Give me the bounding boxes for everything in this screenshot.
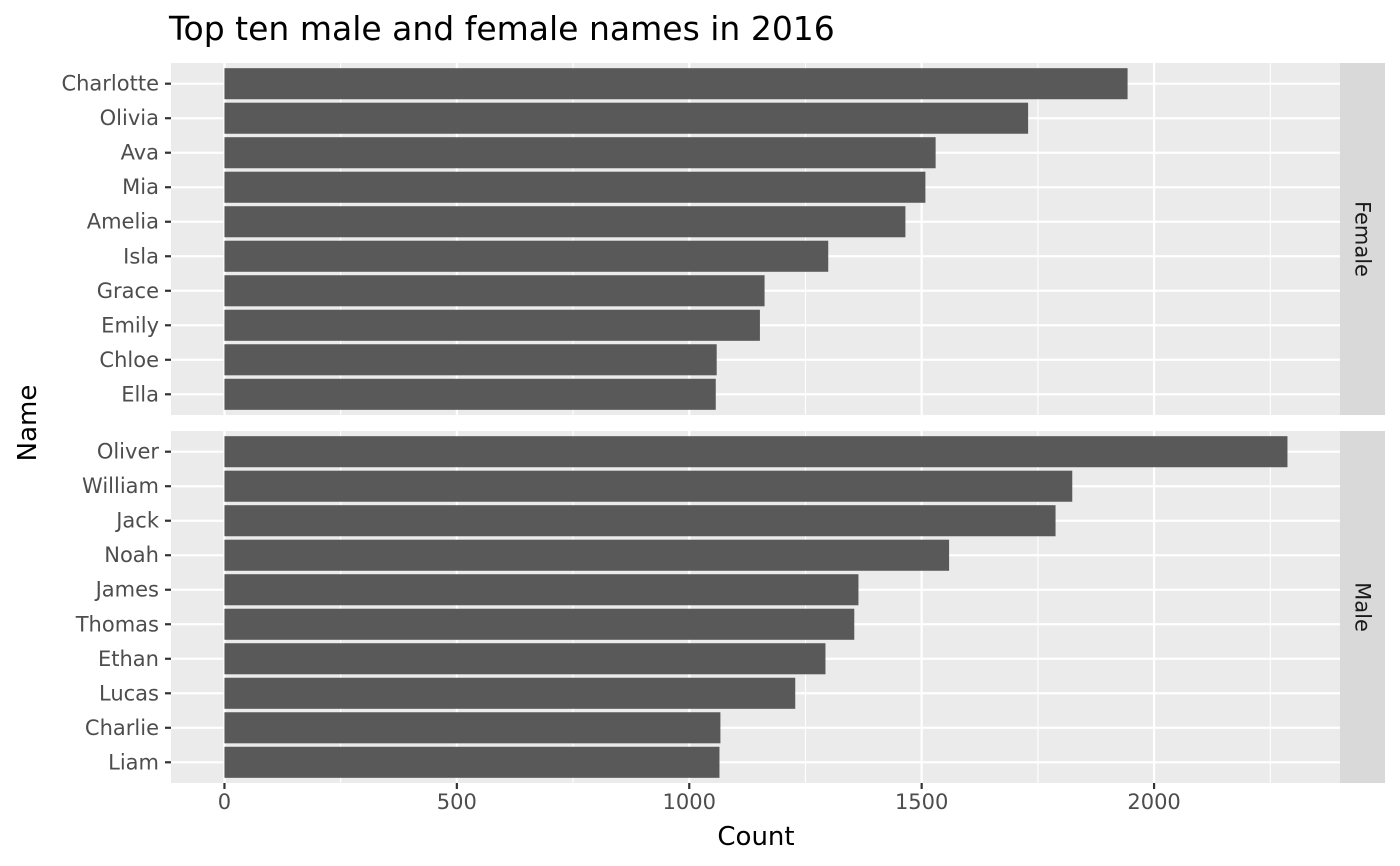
bar-grace [224,275,765,307]
y-tick-label: Noah [104,543,159,567]
y-tick-label: Lucas [99,681,159,705]
x-tick-label: 1500 [895,790,948,814]
y-tick-label: Charlie [85,716,159,740]
bar-oliver [224,436,1288,468]
y-tick-label: Liam [108,750,159,774]
bar-liam [224,746,720,778]
bar-chloe [224,344,717,376]
bar-isla [224,240,829,272]
facet-panel-female: Charlotte Olivia Ava Mia Amelia Isla Grace Emil… [61,63,1385,415]
y-tick-label: Ella [121,382,159,406]
facet-panel-male: Oliver William Jack Noah James Thomas Ethan Luc… [75,431,1385,783]
facet-strip [1340,431,1385,783]
chart-title: Top ten male and female names in 2016 [168,9,835,48]
y-tick-label: Olivia [100,106,159,130]
y-tick-label: Jack [114,509,160,533]
facet-strip [1340,63,1385,415]
x-axis: 0 500 1000 1500 2000 [218,783,1181,814]
bar-james [224,574,859,606]
bar-mia [224,171,926,203]
y-tick-label: Thomas [75,612,159,636]
bar-thomas [224,608,855,640]
y-tick-label: Amelia [87,210,159,234]
bar-ava [224,137,936,169]
bar-emily [224,309,760,341]
bar-amelia [224,206,906,238]
y-tick-label: William [82,474,159,498]
y-axis-title: Name [13,385,43,462]
x-tick-label: 0 [218,790,231,814]
bar-noah [224,539,950,571]
y-tick-label: Emily [101,313,159,337]
bar-olivia [224,102,1029,134]
y-tick-label: Mia [122,175,159,199]
x-tick-label: 2000 [1127,790,1180,814]
bar-charlotte [224,68,1128,100]
x-tick-label: 1000 [663,790,716,814]
x-axis-title: Count [717,822,794,852]
y-tick-label: James [94,578,159,602]
y-tick-label: Chloe [99,348,159,372]
y-tick-label: Ava [121,141,159,165]
bar-ethan [224,643,826,675]
y-tick-label: Ethan [98,647,159,671]
x-tick-label: 500 [437,790,477,814]
bar-charlie [224,712,721,744]
bar-william [224,470,1073,502]
bar-lucas [224,677,796,709]
facet-strip-label: Male [1351,582,1375,632]
facet-panels: Charlotte Olivia Ava Mia Amelia Isla Grace Emil… [61,63,1385,783]
y-tick-label: Oliver [97,440,160,464]
facet-strip-label: Female [1351,201,1375,277]
y-tick-label: Charlotte [61,72,159,96]
bar-ella [224,378,716,410]
y-tick-label: Grace [97,279,159,303]
y-tick-label: Isla [123,244,159,268]
bar-jack [224,505,1056,537]
